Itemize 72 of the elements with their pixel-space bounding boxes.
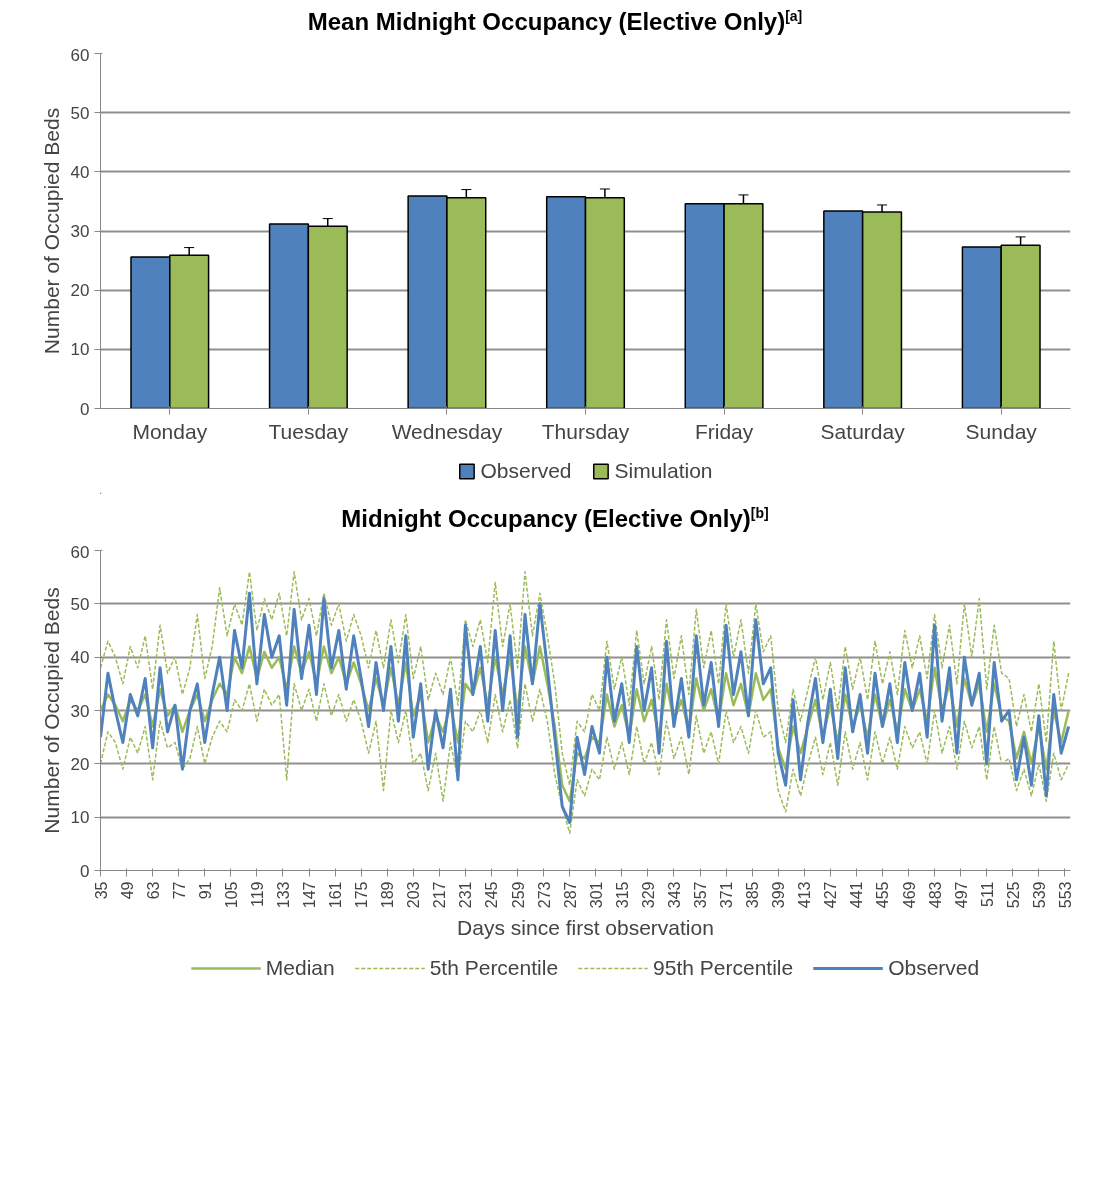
y-tick-label: 60 — [70, 45, 90, 65]
x-tick-label: 189 — [379, 881, 397, 909]
x-tick-label: 217 — [431, 881, 449, 909]
x-tick-label: 329 — [639, 881, 657, 909]
x-tick-label: 245 — [483, 881, 501, 909]
x-tick-label: 259 — [509, 881, 527, 909]
x-tick-label: 273 — [535, 881, 553, 909]
y-axis-title: Number of Occupied Beds — [39, 587, 63, 834]
x-tick-label: 77 — [170, 881, 188, 900]
legend-label: 5th Percentile — [429, 956, 559, 980]
y-tick-label: 30 — [70, 222, 90, 241]
x-tick-label: 63 — [144, 881, 162, 900]
legend-label: Median — [265, 956, 335, 980]
x-tick-label: 301 — [587, 881, 605, 909]
x-tick-label: 511 — [978, 881, 996, 908]
legend-label: Observed — [888, 956, 980, 980]
x-tick-label: 49 — [118, 881, 136, 900]
x-tick-label: 399 — [770, 881, 788, 909]
y-tick-label: 20 — [70, 754, 90, 774]
legend-label: Observed — [480, 459, 572, 483]
x-tick-label: 315 — [613, 881, 631, 909]
x-tick-label: 35 — [92, 881, 110, 900]
y-tick-label: 60 — [70, 542, 90, 562]
y-tick-label: 40 — [70, 648, 90, 668]
x-tick-label: 483 — [926, 881, 944, 909]
y-tick-label: 10 — [70, 808, 90, 828]
x-tick-label: 553 — [1056, 881, 1074, 909]
x-tick-label: Wednesday — [391, 419, 503, 443]
x-tick-label: 539 — [1030, 881, 1048, 909]
x-tick-label: 343 — [665, 881, 683, 909]
x-tick-label: 133 — [274, 881, 292, 909]
y-tick-label: 50 — [70, 103, 90, 123]
y-tick-label: 40 — [70, 162, 90, 182]
x-tick-label: Tuesday — [268, 419, 349, 443]
x-tick-label: 231 — [457, 881, 475, 909]
x-tick-label: 287 — [561, 881, 579, 909]
x-tick-label: 413 — [796, 881, 814, 909]
x-tick-label: Saturday — [820, 419, 906, 443]
x-tick-label: 147 — [301, 881, 319, 909]
x-tick-label: 161 — [327, 881, 345, 909]
y-axis-title: Number of Occupied Beds — [39, 107, 63, 355]
x-axis-title: Days since first observation — [457, 916, 714, 940]
x-tick-label: 455 — [874, 881, 892, 909]
chart-title: Midnight Occupancy (Elective Only)$^{[b]}$ — [340, 504, 770, 534]
line-series — [100, 591, 1071, 824]
x-tick-label: 427 — [822, 881, 840, 909]
y-tick-label: 30 — [70, 701, 90, 721]
chart-title: Mean Midnight Occupancy (Elective Only)$^{[a]}$ — [306, 7, 804, 37]
x-tick-label: Thursday — [541, 419, 630, 443]
y-tick-label: 0 — [80, 399, 90, 419]
x-tick-label: 525 — [1004, 881, 1022, 909]
legend-label: Simulation — [614, 459, 713, 483]
x-tick-label: 91 — [196, 881, 214, 900]
x-tick-label: 357 — [692, 881, 709, 909]
x-tick-label: 497 — [952, 881, 970, 909]
y-tick-label: 50 — [70, 594, 90, 614]
x-tick-label: 175 — [353, 881, 371, 909]
x-tick-label: 441 — [848, 881, 866, 909]
x-tick-label: 385 — [744, 881, 762, 909]
x-tick-label: Sunday — [965, 419, 1038, 443]
y-tick-label: 20 — [70, 281, 90, 301]
x-tick-label: 105 — [222, 881, 240, 909]
x-tick-label: Friday — [694, 419, 754, 443]
line-series — [100, 683, 1070, 834]
x-tick-label: 469 — [900, 881, 918, 909]
y-tick-label: 0 — [80, 861, 90, 881]
legend-label: 95th Percentile — [653, 956, 794, 980]
x-tick-label: 371 — [718, 881, 736, 909]
x-tick-label: 203 — [405, 881, 423, 909]
x-tick-label: 119 — [248, 881, 266, 908]
x-tick-label: Monday — [132, 419, 208, 443]
y-tick-label: 10 — [70, 340, 90, 360]
